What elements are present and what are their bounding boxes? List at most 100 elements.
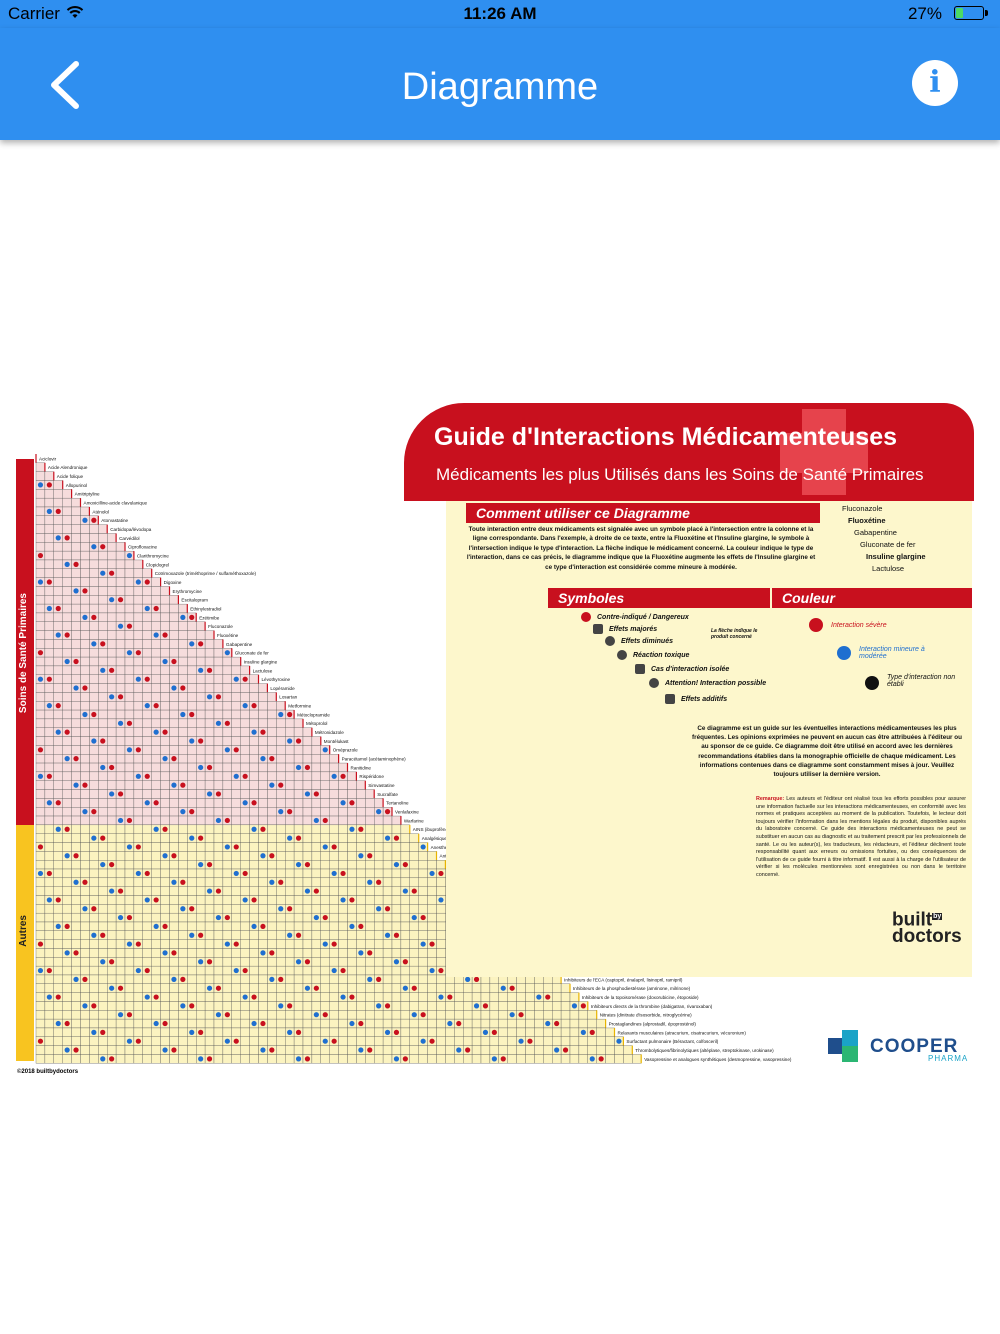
interaction-marker [358, 950, 364, 956]
interaction-marker [287, 711, 293, 718]
grid-cell [320, 754, 330, 764]
cooper-logo-icon [828, 1030, 858, 1062]
grid-cell [53, 489, 63, 499]
grid-cell [311, 842, 321, 852]
grid-cell [418, 992, 428, 1002]
grid-cell [62, 815, 72, 826]
grid-cell [142, 630, 152, 640]
grid-cell [89, 948, 99, 958]
grid-cell [89, 603, 99, 614]
grid-cell [107, 842, 117, 852]
grid-cell [204, 798, 215, 808]
grid-cell [62, 957, 72, 967]
grid-cell [89, 559, 99, 569]
grid-cell [489, 1010, 499, 1020]
grid-cell [569, 1045, 580, 1055]
grid-cell [35, 542, 46, 552]
interaction-marker [91, 517, 97, 523]
grid-cell [204, 1010, 215, 1020]
grid-cell [107, 992, 117, 1002]
interaction-marker [233, 941, 239, 947]
grid-cell [35, 656, 46, 667]
grid-cell [115, 948, 126, 958]
grid-cell [578, 1054, 588, 1064]
interaction-marker [37, 747, 44, 753]
interaction-marker [260, 853, 266, 859]
grid-cell [80, 533, 90, 543]
grid-cell [374, 851, 384, 861]
info-icon[interactable]: i [912, 60, 958, 106]
grid-cell [347, 912, 357, 923]
interaction-marker [117, 1012, 124, 1018]
grid-cell [463, 1054, 473, 1064]
symbol-legend-item: Réaction toxique [633, 652, 690, 659]
grid-cell [204, 718, 215, 728]
grid-cell [240, 860, 250, 870]
grid-cell [151, 948, 161, 958]
interaction-marker [376, 809, 382, 815]
grid-cell [71, 648, 81, 658]
grid-cell [356, 983, 366, 993]
grid-cell [311, 824, 321, 834]
grid-cell [124, 877, 135, 887]
grid-cell [382, 877, 393, 887]
grid-cell [240, 727, 250, 737]
interaction-marker [46, 773, 52, 779]
grid-cell [356, 807, 366, 817]
grid-cell [142, 1045, 152, 1055]
grid-cell [356, 974, 366, 984]
grid-cell [44, 621, 54, 631]
back-chevron-icon[interactable] [44, 58, 88, 112]
grid-cell [196, 974, 206, 984]
grid-cell [356, 904, 366, 914]
grid-cell [365, 983, 375, 993]
grid-cell [53, 665, 63, 675]
grid-cell [213, 992, 224, 1002]
grid-cell [436, 1001, 446, 1011]
grid-cell [311, 780, 321, 790]
grid-cell [436, 860, 446, 870]
grid-cell [525, 992, 535, 1002]
grid-cell [267, 718, 277, 728]
interaction-marker [242, 676, 248, 682]
grid-cell [365, 957, 375, 967]
grid-cell [427, 992, 437, 1002]
grid-cell [44, 1010, 54, 1020]
grid-cell [249, 692, 259, 702]
interaction-marker [260, 950, 266, 956]
interaction-marker [287, 1029, 293, 1035]
grid-cell [71, 771, 81, 781]
interaction-marker [393, 1056, 400, 1062]
grid-cell [374, 930, 384, 940]
grid-cell [249, 789, 259, 799]
grid-cell [160, 842, 170, 852]
symbol-icon [581, 612, 591, 622]
grid-cell [240, 789, 250, 799]
grid-cell [196, 780, 206, 790]
grid-cell [347, 833, 357, 843]
grid-cell [400, 833, 410, 843]
grid-cell [249, 1036, 259, 1046]
grid-cell [196, 798, 206, 808]
grid-cell [169, 1054, 179, 1064]
grid-cell [436, 1054, 446, 1064]
interaction-marker [180, 1003, 186, 1009]
interaction-marker [233, 1038, 239, 1044]
interaction-marker [82, 588, 88, 594]
grid-cell [293, 771, 304, 781]
grid-cell [382, 886, 393, 896]
grid-cell [133, 595, 143, 605]
drug-label: Erythromycine [173, 589, 203, 594]
grid-cell [98, 1010, 108, 1020]
grid-cell [258, 736, 268, 746]
grid-cell [80, 1010, 90, 1020]
grid-cell [374, 1027, 384, 1037]
grid-cell [44, 533, 54, 543]
interaction-marker [82, 809, 88, 815]
grid-cell [302, 877, 313, 887]
grid-cell [196, 789, 206, 799]
grid-cell [507, 1036, 517, 1046]
grid-cell [160, 930, 170, 940]
grid-cell [587, 1018, 597, 1029]
grid-cell [320, 780, 330, 790]
